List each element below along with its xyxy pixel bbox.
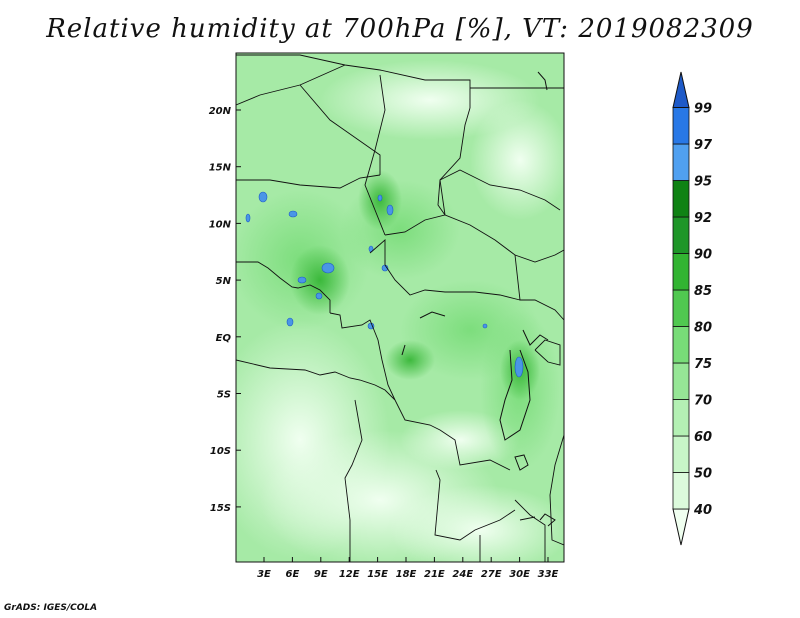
colorbar-label: 85 — [694, 284, 712, 299]
saturation-patches — [245, 191, 524, 378]
colorbar-label: 80 — [694, 321, 712, 336]
lat-tick-label: EQ — [216, 333, 232, 344]
lat-tick-label: 5N — [216, 276, 232, 287]
lon-tick-label: 33E — [538, 569, 559, 580]
lon-tick-label: 30E — [509, 569, 530, 580]
lat-tick-label: 10S — [210, 446, 231, 457]
colorbar-label: 92 — [694, 211, 712, 226]
lon-tick-label: 6E — [286, 569, 300, 580]
lon-tick-label: 9E — [314, 569, 328, 580]
lon-tick-label: 24E — [452, 569, 473, 580]
colorbar-upper-arrow — [672, 71, 690, 108]
lat-tick-label: 20N — [209, 106, 232, 117]
country-borders — [236, 54, 564, 562]
colorbar-swatch — [672, 107, 690, 145]
colorbar-swatch — [672, 253, 690, 291]
colorbar-label: 75 — [694, 357, 712, 372]
colorbar-swatch — [672, 326, 690, 364]
lakes-coastlines — [401, 71, 556, 527]
colorbar-swatch — [672, 289, 690, 327]
longitude-axis: 3E 6E 9E 12E 15E 18E 21E 24E 27E 30E 33E — [257, 557, 559, 580]
colorbar-swatch — [672, 216, 690, 254]
lat-tick-label: 10N — [209, 219, 232, 230]
lon-tick-label: 18E — [396, 569, 417, 580]
lat-tick-label: 15S — [210, 503, 231, 514]
lon-tick-label: 27E — [481, 569, 502, 580]
colorbar-swatch — [672, 399, 690, 437]
colorbar-swatch — [672, 143, 690, 181]
chart-title: Relative humidity at 700hPa [%], VT: 201… — [46, 14, 754, 44]
colorbar-label: 95 — [694, 175, 712, 190]
colorbar-label: 60 — [694, 430, 712, 445]
lat-tick-label: 5S — [217, 390, 231, 401]
lat-tick-label: 15N — [209, 163, 232, 174]
colorbar-label: 97 — [694, 138, 713, 153]
colorbar-swatch — [672, 362, 690, 400]
colorbar-label: 50 — [694, 467, 712, 482]
colorbar-label: 90 — [694, 248, 712, 263]
lon-tick-label: 3E — [257, 569, 271, 580]
colorbar-swatch — [672, 435, 690, 473]
colorbar-label: 99 — [694, 102, 712, 117]
lon-tick-label: 21E — [424, 569, 445, 580]
lon-tick-label: 15E — [367, 569, 388, 580]
colorbar-label: 70 — [694, 394, 712, 409]
humidity-field — [236, 53, 564, 562]
colorbar-label: 40 — [693, 503, 712, 518]
colorbar: 40 50 60 70 75 80 85 90 92 95 97 99 — [672, 71, 713, 546]
colorbar-lower-arrow — [672, 508, 690, 546]
latitude-axis: 20N 15N 10N 5N EQ 5S 10S 15S — [209, 106, 241, 514]
credit-label: GrADS: IGES/COLA — [4, 603, 98, 613]
colorbar-swatch — [672, 180, 690, 218]
map-frame — [235, 52, 565, 563]
colorbar-swatch — [672, 472, 690, 510]
lon-tick-label: 12E — [339, 569, 360, 580]
